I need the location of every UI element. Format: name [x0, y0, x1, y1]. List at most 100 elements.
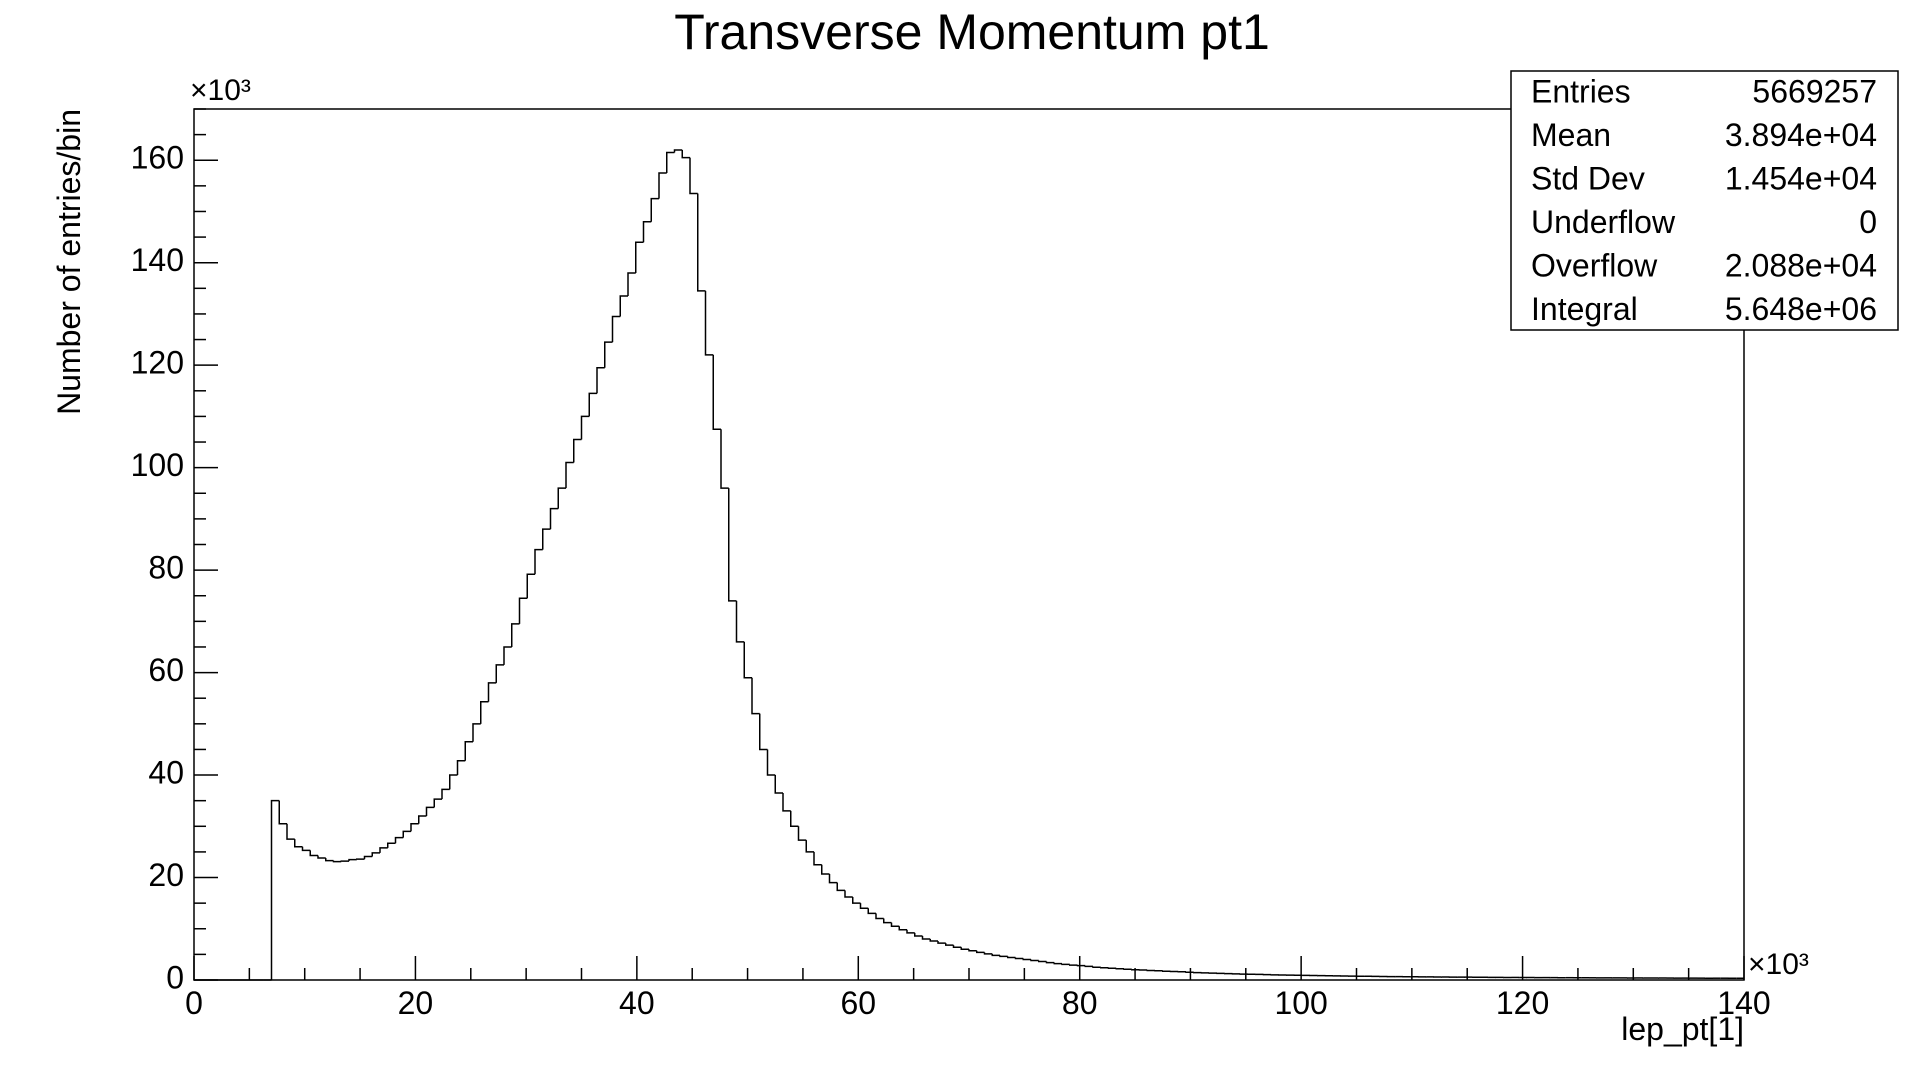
histogram-bin	[527, 574, 535, 598]
histogram-bin	[1047, 962, 1055, 963]
histogram-bin	[558, 488, 566, 508]
y-tick-label: 80	[148, 550, 184, 586]
chart-title: Transverse Momentum pt1	[674, 4, 1270, 60]
histogram-bin	[1116, 968, 1124, 969]
x-tick-label: 0	[185, 985, 203, 1021]
histogram-bin	[589, 393, 597, 416]
histogram-bin	[334, 861, 342, 862]
histogram-bin	[806, 840, 814, 852]
histogram-bin	[961, 947, 969, 949]
histogram-bin	[729, 488, 737, 601]
histogram-bin	[1109, 968, 1117, 969]
histogram-bin	[651, 199, 659, 222]
histogram-bin	[411, 824, 419, 832]
x-tick-label: 40	[619, 985, 655, 1021]
histogram-bin	[1124, 969, 1132, 970]
stats-value: 0	[1859, 204, 1877, 240]
histogram-bin	[279, 801, 287, 824]
y-tick-label: 0	[166, 959, 184, 995]
histogram-bin	[303, 847, 311, 851]
histogram-bin	[861, 903, 869, 908]
histogram-bin	[613, 317, 621, 343]
histogram-bin	[1054, 963, 1062, 964]
histogram-bin	[636, 242, 644, 273]
histogram-bin	[566, 463, 574, 489]
histogram-bin	[822, 865, 830, 874]
histogram-bin	[372, 853, 380, 857]
histogram-bin	[853, 897, 861, 903]
histogram-bin	[481, 702, 489, 724]
histogram-bin	[504, 647, 512, 665]
histogram-bin	[1147, 970, 1155, 971]
histogram-bin	[675, 150, 683, 153]
histogram-bin	[1093, 966, 1101, 967]
histogram-bin	[791, 811, 799, 826]
histogram-bin	[535, 550, 543, 575]
histogram-bin	[543, 529, 551, 549]
histogram-bin	[295, 839, 303, 847]
histogram-bin	[775, 775, 783, 793]
y-tick-label: 40	[148, 755, 184, 791]
x-tick-label: 20	[398, 985, 434, 1021]
histogram-bin	[318, 855, 326, 858]
histogram-bin	[419, 816, 427, 824]
histogram-bin	[659, 173, 667, 199]
histogram-bin	[380, 848, 388, 853]
y-tick-label: 160	[131, 140, 184, 176]
y-tick-label: 60	[148, 652, 184, 688]
histogram-bin	[706, 291, 714, 355]
histogram-bin	[1078, 965, 1086, 966]
histogram-bin	[1016, 957, 1024, 958]
histogram-bin	[899, 926, 907, 930]
y-multiplier: ×10³	[190, 74, 251, 107]
histogram-bin	[434, 799, 442, 807]
histogram-bin	[496, 665, 504, 683]
x-multiplier: ×10³	[1748, 948, 1809, 981]
histogram-bin	[349, 860, 357, 862]
histogram-bin	[667, 153, 675, 173]
histogram-bin	[946, 943, 954, 945]
y-axis-title: Number of entries/bin	[51, 109, 87, 415]
histogram-bin	[737, 601, 745, 642]
histogram-bin	[551, 509, 559, 529]
x-tick-label: 140	[1717, 985, 1770, 1021]
histogram-bin	[582, 416, 590, 439]
histogram-bin	[473, 724, 481, 742]
histogram-bin	[357, 859, 365, 860]
histogram-bin	[868, 908, 876, 913]
histogram-bin	[830, 874, 838, 883]
histogram-bin	[458, 761, 466, 775]
histogram-bin	[845, 890, 853, 897]
histogram-bin	[799, 826, 807, 840]
histogram-bin	[992, 954, 1000, 956]
histogram-bin	[365, 857, 373, 860]
histogram-bin	[489, 683, 497, 702]
histogram-bin	[396, 838, 404, 844]
stats-value: 3.894e+04	[1725, 117, 1877, 153]
histogram-bin	[744, 642, 752, 678]
stats-label: Overflow	[1531, 247, 1658, 283]
histogram-bin	[1023, 958, 1031, 959]
histogram-bin	[690, 158, 698, 194]
histogram-bin	[272, 801, 280, 980]
y-tick-label: 100	[131, 447, 184, 483]
histogram-bin	[1070, 964, 1078, 965]
histogram-bin	[1031, 960, 1039, 961]
histogram-bin	[969, 949, 977, 951]
histogram-bin	[326, 858, 334, 861]
histogram-bin	[783, 793, 791, 811]
histogram-bin	[930, 939, 938, 941]
histogram-bin	[1085, 966, 1093, 967]
histogram-bin	[768, 749, 776, 775]
histogram-bin	[341, 861, 349, 862]
stats-label: Std Dev	[1531, 160, 1645, 196]
histogram-bin	[884, 919, 892, 923]
histogram-bin	[1039, 961, 1047, 962]
histogram-bin	[923, 936, 931, 939]
stats-value: 5669257	[1752, 73, 1877, 109]
histogram-bin	[876, 913, 884, 918]
histogram-bin	[698, 194, 706, 291]
histogram-bin	[915, 933, 923, 936]
histogram-bin	[574, 439, 582, 462]
